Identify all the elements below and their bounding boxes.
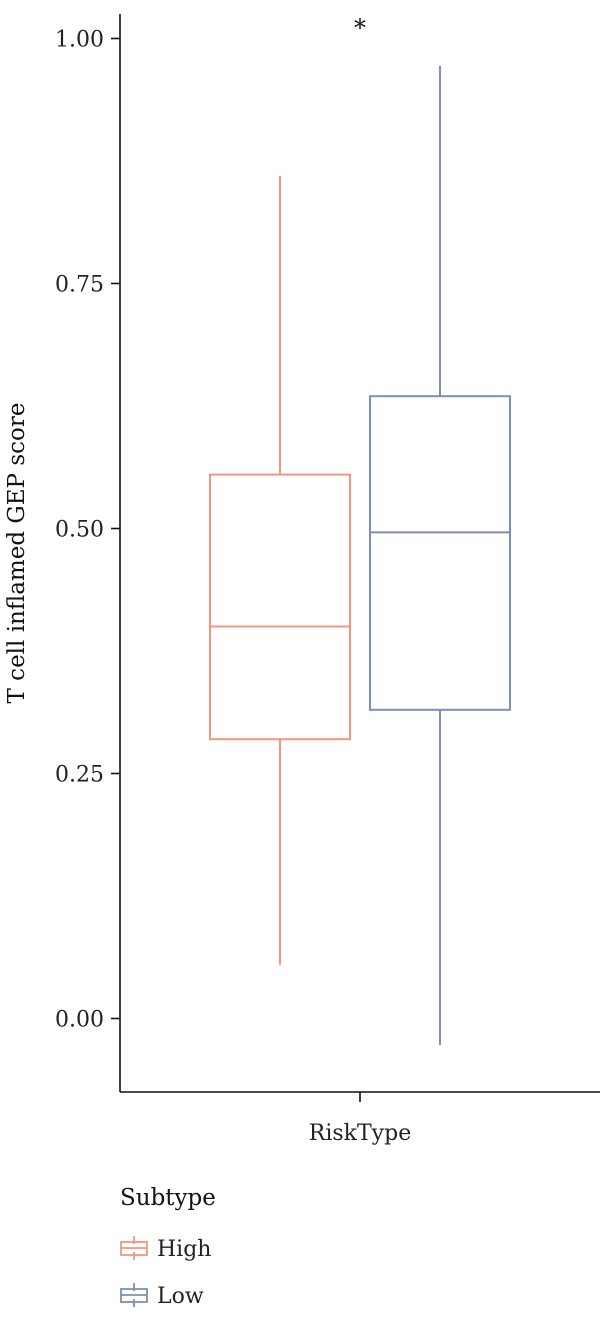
box-low [369, 65, 511, 1045]
axes: RiskType T cell inflamed GEP score [4, 14, 600, 1146]
legend-label: Low [157, 1284, 204, 1309]
y-tick-label: 0.75 [55, 273, 104, 298]
box-iqr [369, 395, 511, 711]
legend-item-low: Low [120, 1283, 204, 1309]
y-axis-title: T cell inflamed GEP score [4, 403, 30, 704]
box-high [209, 175, 351, 965]
y-ticks: 0.00 0.25 0.50 0.75 1.00 [55, 28, 120, 1033]
box-iqr [209, 473, 351, 741]
y-tick-label: 0.00 [55, 1008, 104, 1033]
legend: Subtype High Low [120, 1185, 216, 1309]
y-tick-label: 1.00 [55, 28, 104, 53]
legend-title: Subtype [120, 1185, 216, 1211]
significance-marker: * [354, 14, 366, 42]
legend-item-high: High [120, 1236, 211, 1262]
y-tick-label: 0.25 [55, 763, 104, 788]
x-tick-label: RiskType [309, 1121, 411, 1146]
plot-area [209, 65, 511, 1045]
legend-label: High [157, 1237, 211, 1262]
y-tick-label: 0.50 [55, 518, 104, 543]
